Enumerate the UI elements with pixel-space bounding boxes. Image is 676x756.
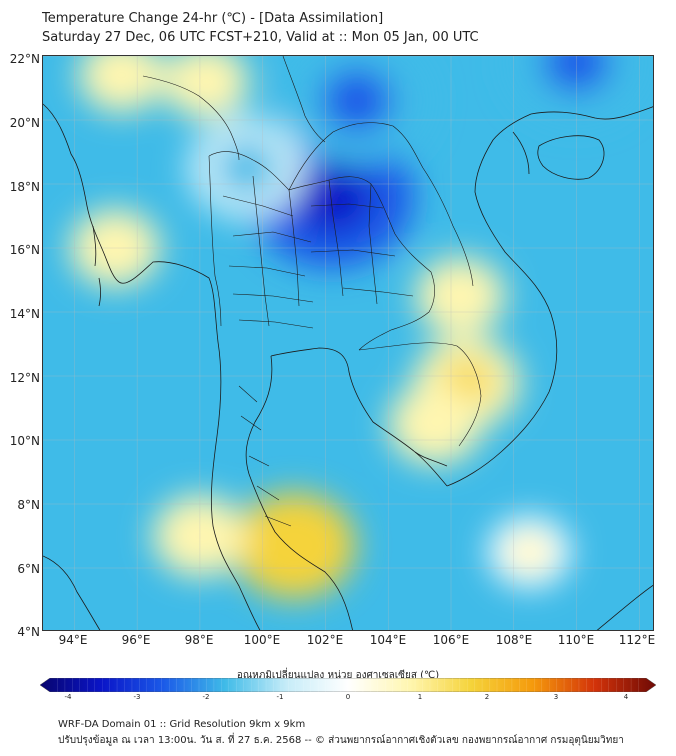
anomaly-core-warm-north-myanmar: [185, 63, 227, 101]
anomaly-core-warm-malay-peninsula: [264, 518, 324, 573]
lat-label-22: 22°N: [9, 52, 40, 66]
lon-label-106: 106°E: [432, 633, 470, 647]
lat-label-4: 4°N: [17, 625, 40, 639]
colorbar-tick: 2: [484, 693, 490, 701]
lat-label-6: 6°N: [17, 562, 40, 576]
lat-label-16: 16°N: [9, 243, 40, 257]
anomaly-core-cold-core-north-laos: [321, 68, 393, 133]
lat-label-8: 8°N: [17, 498, 40, 512]
lon-label-102: 102°E: [306, 633, 344, 647]
footer-model-info: WRF-DA Domain 01 :: Grid Resolution 9km …: [58, 719, 306, 730]
colorbar-tick: -4: [64, 693, 72, 701]
coastlines-and-borders: [43, 103, 653, 630]
lon-label-104: 104°E: [369, 633, 407, 647]
footer-credit: ปรับปรุงข้อมูล ณ เวลา 13:00น. วัน ส. ที่…: [58, 735, 624, 746]
colorbar-tick: -1: [276, 693, 284, 701]
lon-label-108: 108°E: [495, 633, 533, 647]
chart-subtitle: Saturday 27 Dec, 06 UTC FCST+210, Valid …: [42, 30, 479, 45]
lat-label-20: 20°N: [9, 116, 40, 130]
lon-label-94: 94°E: [58, 633, 88, 647]
colorbar-tick: 0: [345, 693, 351, 701]
lon-label-96: 96°E: [121, 633, 151, 647]
anomaly-core-warm-east-vietnam: [438, 276, 482, 316]
lat-label-18: 18°N: [9, 180, 40, 194]
lon-label-98: 98°E: [184, 633, 214, 647]
lat-label-12: 12°N: [9, 371, 40, 385]
map-panel[interactable]: [42, 55, 654, 631]
colorbar-title: อุณหภูมิเปลี่ยนแปลง หน่วย องศาเซลเซียส (…: [236, 670, 440, 681]
anomaly-core-cold-north-thailand: [218, 142, 276, 194]
lon-label-112: 112°E: [618, 633, 656, 647]
lat-label-10: 10°N: [9, 434, 40, 448]
colorbar-tick: 1: [417, 693, 423, 701]
chart-title: Temperature Change 24-hr (℃) - [Data Ass…: [42, 11, 384, 26]
anomaly-core-cold-core-laos: [292, 161, 372, 233]
colorbar-tick: -3: [133, 693, 141, 701]
colorbar-tick: 3: [553, 693, 559, 701]
lon-label-110: 110°E: [557, 633, 595, 647]
lat-label-14: 14°N: [9, 307, 40, 321]
colorbar-tick: -2: [202, 693, 210, 701]
anomaly-core-warm-south-vietnam: [412, 403, 458, 445]
colorbar: [40, 678, 656, 692]
anomaly-core-warm-south-sea: [509, 534, 549, 570]
lon-label-100: 100°E: [243, 633, 281, 647]
anomaly-core-warm-north-bay: [101, 56, 142, 94]
graticule: [43, 56, 653, 630]
provincial-borders: [142, 56, 482, 527]
colorbar-tick: 4: [623, 693, 629, 701]
